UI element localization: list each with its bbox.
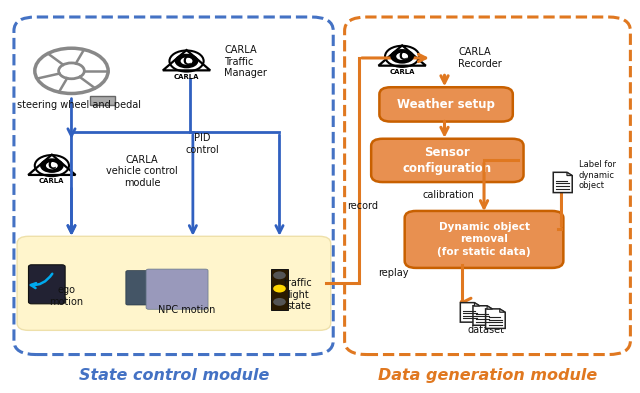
Text: C: C [398, 50, 406, 63]
Polygon shape [473, 306, 493, 325]
Text: CARLA
Recorder: CARLA Recorder [458, 47, 502, 69]
Polygon shape [460, 303, 480, 322]
Text: calibration: calibration [422, 189, 474, 200]
Polygon shape [487, 306, 493, 309]
Text: record: record [347, 201, 378, 211]
FancyBboxPatch shape [271, 269, 289, 310]
Text: dataset: dataset [467, 325, 504, 335]
Polygon shape [474, 303, 480, 306]
Circle shape [40, 158, 64, 173]
Text: Sensor
configuration: Sensor configuration [403, 146, 492, 175]
Circle shape [396, 53, 408, 60]
Text: PID
control: PID control [186, 133, 220, 154]
Polygon shape [486, 309, 505, 329]
Circle shape [46, 162, 58, 169]
Circle shape [180, 57, 193, 65]
Text: State control module: State control module [79, 368, 269, 383]
FancyBboxPatch shape [126, 271, 154, 305]
Polygon shape [500, 309, 505, 312]
Text: NPC motion: NPC motion [158, 305, 215, 316]
Circle shape [273, 272, 286, 279]
FancyBboxPatch shape [17, 236, 331, 331]
Text: C: C [182, 55, 191, 68]
Text: steering wheel and pedal: steering wheel and pedal [17, 100, 141, 110]
Polygon shape [553, 172, 572, 193]
Circle shape [273, 285, 286, 292]
Text: CARLA
Traffic
Manager: CARLA Traffic Manager [225, 45, 268, 79]
Text: replay: replay [378, 268, 408, 277]
Text: CARLA: CARLA [389, 69, 415, 75]
Text: ego
motion: ego motion [49, 285, 83, 307]
Text: Dynamic object
removal
(for static data): Dynamic object removal (for static data) [437, 222, 531, 257]
Polygon shape [567, 172, 572, 176]
Circle shape [175, 54, 198, 68]
Text: Label for
dynamic
object: Label for dynamic object [579, 160, 616, 190]
Text: traffic
light
state: traffic light state [284, 278, 313, 311]
Text: CARLA: CARLA [39, 178, 65, 184]
FancyBboxPatch shape [404, 211, 563, 268]
FancyBboxPatch shape [146, 269, 208, 309]
Circle shape [273, 298, 286, 306]
FancyBboxPatch shape [380, 87, 513, 121]
Text: Weather setup: Weather setup [397, 98, 495, 111]
Text: C: C [47, 159, 56, 172]
Text: CARLA
vehicle control
module: CARLA vehicle control module [106, 154, 178, 188]
Text: Data generation module: Data generation module [378, 368, 597, 383]
FancyBboxPatch shape [90, 96, 115, 105]
Circle shape [390, 49, 414, 64]
Text: CARLA: CARLA [174, 74, 199, 80]
FancyBboxPatch shape [371, 139, 524, 182]
FancyBboxPatch shape [28, 265, 65, 304]
